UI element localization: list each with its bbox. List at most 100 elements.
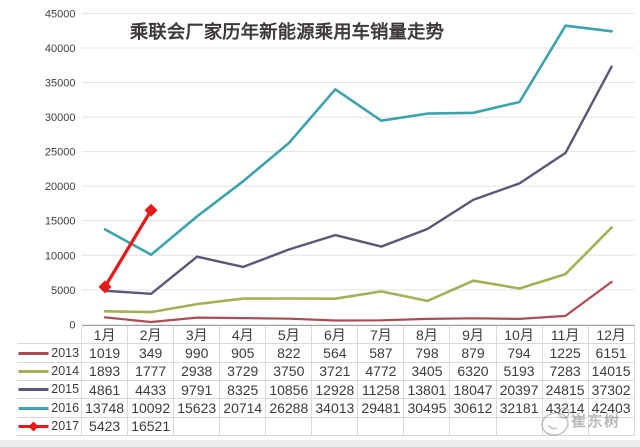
value-cell: 42403 xyxy=(587,398,635,418)
value-cell: 34013 xyxy=(311,398,358,418)
value-cell: 10856 xyxy=(265,380,312,400)
table-row-2014: 2014 1893 1777 2938 3729 3750 3721 4772 3405 6320… xyxy=(17,362,635,382)
value-cell: 14015 xyxy=(587,362,635,382)
value-cell: 13801 xyxy=(403,380,450,400)
value-cell: 4861 xyxy=(81,380,128,400)
value-cell: 4433 xyxy=(127,380,174,400)
value-cell: 3729 xyxy=(219,362,266,382)
value-cell: 8325 xyxy=(219,380,266,400)
value-cell: 3750 xyxy=(265,362,312,382)
value-cell: 1777 xyxy=(127,362,174,382)
data-table: 1月 2月 3月 4月 5月 6月 7月 8月 9月 10月 11月 12月 2013 1019 349 99… xyxy=(17,326,635,437)
value-cell: 12928 xyxy=(311,380,358,400)
value-cell: 990 xyxy=(173,343,220,363)
month-header: 1月 xyxy=(81,326,128,345)
value-cell xyxy=(219,417,266,437)
series-line-2014 xyxy=(103,226,613,314)
value-cell: 5423 xyxy=(81,417,128,437)
value-cell: 6320 xyxy=(449,362,497,382)
legend-year-label: 2017 xyxy=(51,419,80,434)
month-header: 11月 xyxy=(541,326,589,345)
value-cell: 30495 xyxy=(403,398,450,418)
value-cell: 1225 xyxy=(541,343,589,363)
value-cell xyxy=(357,417,404,437)
legend-year-label: 2016 xyxy=(51,400,80,415)
value-cell xyxy=(587,417,635,437)
y-tick-label: 0 xyxy=(69,319,75,331)
value-cell: 4772 xyxy=(357,362,404,382)
legend-cell: 2016 xyxy=(17,398,82,418)
value-cell: 794 xyxy=(495,343,543,363)
legend-cell: 2013 xyxy=(17,343,82,363)
value-cell: 13748 xyxy=(81,398,128,418)
series-marker-2017 xyxy=(98,280,112,294)
month-header: 7月 xyxy=(357,326,404,345)
value-cell: 24815 xyxy=(541,380,589,400)
month-header: 10月 xyxy=(495,326,543,345)
legend-key-2014: 2014 xyxy=(17,365,81,378)
series-line-2016 xyxy=(103,24,613,256)
series-marker-2017 xyxy=(144,203,158,217)
value-cell xyxy=(449,417,497,437)
legend-key-diamond-icon xyxy=(28,421,39,432)
legend-key-2015: 2015 xyxy=(17,383,81,396)
value-cell: 564 xyxy=(311,343,358,363)
table-header-row: 1月 2月 3月 4月 5月 6月 7月 8月 9月 10月 11月 12月 xyxy=(17,326,635,345)
value-cell: 879 xyxy=(449,343,497,363)
value-cell: 5193 xyxy=(495,362,543,382)
value-cell: 20397 xyxy=(495,380,543,400)
value-cell: 30612 xyxy=(449,398,497,418)
month-header: 4月 xyxy=(219,326,266,345)
legend-year-label: 2015 xyxy=(51,382,80,397)
legend-year-label: 2014 xyxy=(51,364,80,379)
value-cell: 9791 xyxy=(173,380,220,400)
value-cell: 905 xyxy=(219,343,266,363)
value-cell: 15623 xyxy=(173,398,220,418)
value-cell: 822 xyxy=(265,343,312,363)
legend-key-icon xyxy=(18,369,49,373)
y-tick-label: 5000 xyxy=(51,285,75,297)
legend-key-2017: 2017 xyxy=(17,420,81,433)
legend-key-2013: 2013 xyxy=(17,347,81,360)
y-tick-label: 15000 xyxy=(45,216,76,228)
legend-cell: 2015 xyxy=(17,380,82,400)
value-cell: 3721 xyxy=(311,362,358,382)
value-cell: 7283 xyxy=(541,362,589,382)
value-cell: 18047 xyxy=(449,380,497,400)
legend-cell: 2017 xyxy=(17,417,82,437)
value-cell xyxy=(403,417,450,437)
y-tick-label: 45000 xyxy=(45,8,76,20)
y-tick-label: 35000 xyxy=(45,78,76,90)
value-cell: 3405 xyxy=(403,362,450,382)
series-line-2013 xyxy=(103,280,613,324)
month-header: 2月 xyxy=(127,326,174,345)
value-cell: 32181 xyxy=(495,398,543,418)
legend-key-icon xyxy=(18,351,49,355)
value-cell xyxy=(311,417,358,437)
value-cell: 20714 xyxy=(219,398,266,418)
value-cell: 10092 xyxy=(127,398,174,418)
month-header: 6月 xyxy=(311,326,358,345)
bottom-strip xyxy=(0,440,640,447)
month-header: 12月 xyxy=(587,326,635,345)
y-tick-label: 40000 xyxy=(45,43,76,55)
value-cell: 2938 xyxy=(173,362,220,382)
table-row-2015: 2015 4861 4433 9791 8325 10856 12928 11258 13801… xyxy=(17,380,635,400)
value-cell xyxy=(495,417,543,437)
value-cell xyxy=(173,417,220,437)
value-cell: 37302 xyxy=(587,380,635,400)
y-tick-label: 30000 xyxy=(45,112,76,124)
month-header: 5月 xyxy=(265,326,312,345)
value-cell: 1893 xyxy=(81,362,128,382)
value-cell: 11258 xyxy=(357,380,404,400)
y-tick-label: 10000 xyxy=(45,250,76,262)
value-cell: 349 xyxy=(127,343,174,363)
table-corner-cell xyxy=(17,326,82,345)
month-header: 8月 xyxy=(403,326,450,345)
table-row-2016: 2016 13748 10092 15623 20714 26288 34013 29481 3… xyxy=(17,398,635,418)
month-header: 3月 xyxy=(173,326,220,345)
y-tick-label: 20000 xyxy=(45,181,76,193)
table-row-2013: 2013 1019 349 990 905 822 564 587 798 879 794 1225 6… xyxy=(17,343,635,363)
